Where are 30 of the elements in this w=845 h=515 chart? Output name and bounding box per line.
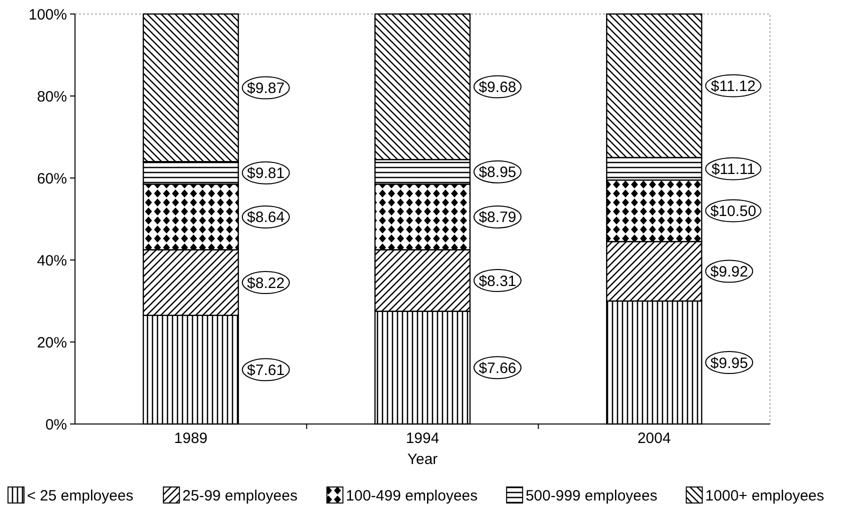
y-tick-label: 40% — [36, 252, 67, 270]
x-tick-label: 2004 — [637, 430, 671, 447]
legend-label: 100-499 employees — [346, 487, 478, 504]
legend-label: 25-99 employees — [182, 487, 298, 504]
annotation: $9.95 — [710, 354, 748, 372]
legend-label: 1000+ employees — [705, 487, 824, 504]
x-tick-label: 1989 — [174, 430, 208, 447]
annotation: $7.66 — [478, 360, 516, 377]
annotation: $8.22 — [247, 274, 285, 292]
annotation: $9.92 — [710, 264, 748, 281]
x-axis-title: Year — [407, 451, 438, 468]
y-tick-label: 0% — [45, 416, 67, 434]
y-tick-label: 100% — [28, 6, 67, 24]
annotation: $8.64 — [247, 209, 285, 226]
legend-label: 500-999 employees — [526, 487, 658, 504]
annotation: $8.79 — [478, 209, 516, 226]
x-tick-label: 1994 — [406, 430, 440, 447]
legend-label: < 25 employees — [27, 487, 134, 504]
annotation: $9.68 — [478, 79, 516, 96]
annotation: $9.81 — [247, 165, 285, 182]
annotation: $8.31 — [478, 272, 516, 290]
y-tick-label: 60% — [36, 170, 67, 188]
annotation: $10.50 — [710, 203, 756, 220]
y-tick-label: 20% — [36, 334, 67, 352]
y-tick-label: 80% — [36, 88, 67, 106]
annotation: $11.12 — [710, 78, 756, 95]
annotation: $11.11 — [711, 161, 756, 178]
annotation: $8.95 — [478, 164, 516, 182]
annotation: $7.61 — [247, 362, 285, 379]
annotation: $9.87 — [247, 80, 285, 98]
